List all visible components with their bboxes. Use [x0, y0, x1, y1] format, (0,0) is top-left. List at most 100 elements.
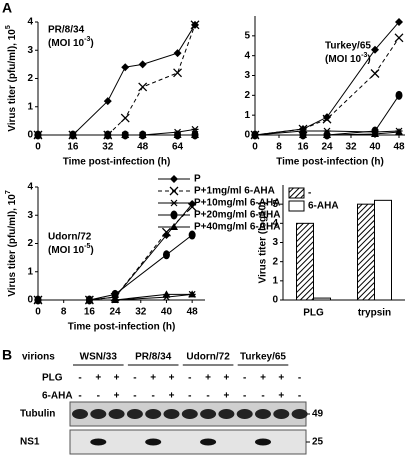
y-tick-label: 3 — [27, 45, 33, 56]
y-tick-label: 1 — [272, 275, 278, 286]
marker — [103, 131, 112, 138]
marker — [162, 290, 171, 298]
annotation-end: ) — [90, 245, 93, 256]
band-label: Tubulin — [20, 409, 55, 420]
x-tick-label: 48 — [137, 142, 149, 153]
sign: - — [298, 391, 301, 402]
marker — [169, 186, 179, 196]
y-tick-label: 3 — [244, 70, 250, 81]
marker — [103, 97, 112, 106]
y-tick-label: 5 — [244, 30, 250, 41]
x-tick-label: 16 — [84, 307, 96, 318]
chart-title: Turkey/65 — [325, 41, 371, 52]
marker — [111, 289, 119, 299]
y-tick-label: 0 — [272, 295, 278, 306]
strain-label: Udorn/72 — [186, 352, 230, 363]
marker — [191, 131, 199, 138]
legend-swatch — [288, 187, 305, 199]
sign: + — [95, 373, 101, 384]
legend-label: P+1mg/ml 6-AHA — [194, 186, 275, 197]
band — [108, 409, 125, 419]
marker — [173, 131, 182, 138]
series — [34, 131, 199, 138]
sign: + — [278, 373, 284, 384]
sign: - — [261, 391, 264, 402]
sign: + — [150, 373, 156, 384]
marker — [394, 33, 404, 43]
band — [218, 409, 235, 419]
sign: - — [133, 373, 136, 384]
sign: + — [205, 373, 211, 384]
marker — [170, 175, 178, 183]
x-tick-label: 16 — [297, 142, 309, 153]
marker — [251, 131, 259, 138]
mw-marker: 49 — [312, 409, 324, 420]
marker — [173, 68, 183, 78]
band-label: NS1 — [20, 437, 40, 448]
sign: - — [243, 391, 246, 402]
legend-label: P — [194, 174, 201, 185]
x-tick-label: 32 — [102, 142, 114, 153]
marker — [162, 250, 170, 260]
annotation-end: ) — [90, 38, 93, 49]
y-axis-label: Virus titer (pfu/ml), 107 — [5, 190, 18, 297]
y-tick-label: 4 — [27, 182, 33, 193]
band — [200, 409, 217, 419]
sign: - — [188, 391, 191, 402]
legend-label: 6-AHA — [308, 201, 339, 212]
marker — [371, 130, 379, 138]
marker — [138, 60, 147, 69]
x-tick-label: PLG — [303, 308, 324, 319]
marker — [111, 296, 120, 303]
series — [251, 17, 403, 139]
marker — [323, 131, 331, 138]
y-tick-label: 1 — [244, 110, 250, 121]
x-axis-label: Time post-infection (h) — [68, 322, 176, 333]
marker — [188, 230, 196, 240]
marker — [395, 17, 403, 26]
sign: + — [278, 391, 284, 402]
series-line — [38, 128, 196, 136]
y-tick-label: 2 — [272, 256, 278, 267]
sign: + — [114, 391, 120, 402]
band — [255, 438, 271, 446]
row-label: 6-AHA — [42, 391, 73, 402]
annotation-sup: -3 — [84, 36, 90, 43]
y-tick-label: 1 — [27, 101, 33, 112]
y-tick-label: 5 — [272, 199, 278, 210]
marker — [370, 69, 380, 78]
x-axis-label: Time post-infection (h) — [63, 157, 171, 168]
marker — [395, 128, 403, 136]
series-line — [254, 37, 400, 136]
sign: + — [223, 373, 229, 384]
y-tick-label: 2 — [244, 90, 250, 101]
band — [163, 409, 180, 419]
sign: - — [97, 391, 100, 402]
annotation-sup: -3 — [361, 52, 367, 59]
x-tick-label: 16 — [67, 142, 79, 153]
x-tick-label: 40 — [161, 307, 173, 318]
marker — [170, 199, 178, 207]
band — [126, 409, 143, 419]
y-tick-label: 3 — [27, 210, 33, 221]
y-axis-label-text: Virus titer (pfu/ml), 10 — [7, 29, 18, 132]
strain-label: PR/8/34 — [135, 352, 172, 363]
x-tick-label: 48 — [187, 307, 199, 318]
marker — [190, 20, 200, 30]
marker — [173, 49, 182, 58]
band — [181, 409, 198, 419]
sign: + — [169, 391, 175, 402]
marker — [121, 131, 130, 138]
band — [90, 438, 107, 446]
bar — [374, 199, 392, 301]
y-tick-label: 0 — [244, 130, 250, 141]
x-tick-label: 32 — [135, 307, 147, 318]
marker — [162, 231, 171, 240]
marker — [34, 131, 42, 138]
legend-label: P+10mg/ml 6-AHA — [194, 198, 280, 209]
band — [72, 409, 88, 419]
annotation-text: (MOI 10 — [48, 245, 85, 256]
legend-label: P+40mg/ml 6-AHA — [194, 222, 280, 233]
mw-marker: 25 — [312, 437, 324, 448]
sign: - — [206, 391, 209, 402]
